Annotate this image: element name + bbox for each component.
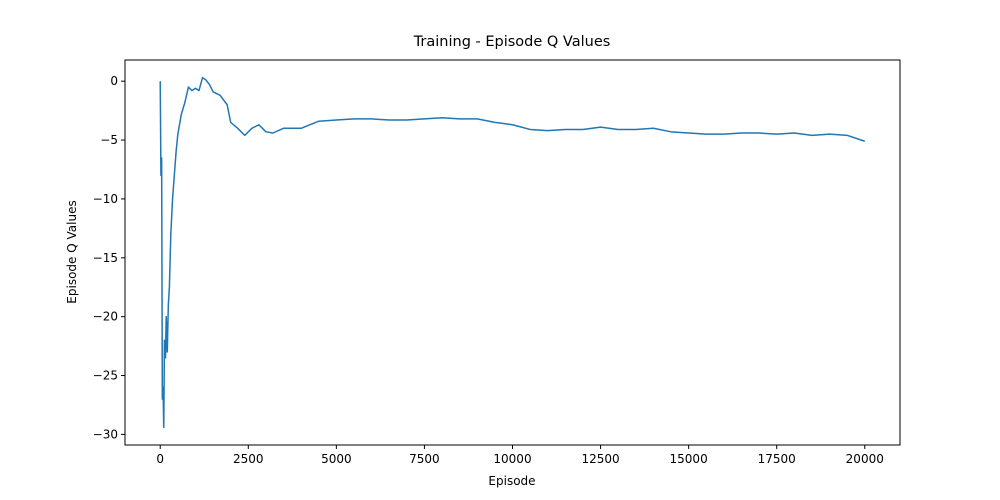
y-tick-label: 0 [110,74,118,88]
x-tick-label: 7500 [409,452,440,466]
y-tick-label: −20 [93,310,118,324]
y-tick-label: −25 [93,369,118,383]
y-tick-label: −10 [93,192,118,206]
x-tick-label: 12500 [581,452,619,466]
y-tick-label: −30 [93,427,118,441]
x-tick-label: 5000 [321,452,352,466]
y-axis-label: Episode Q Values [65,200,79,303]
x-tick-label: 20000 [846,452,884,466]
x-tick-label: 2500 [233,452,264,466]
y-tick-label: −15 [93,251,118,265]
x-tick-label: 0 [156,452,164,466]
x-tick-label: 17500 [758,452,796,466]
plot-frame [124,59,901,446]
chart-title: Training - Episode Q Values [413,34,611,50]
x-tick-label: 15000 [670,452,708,466]
x-tick-label: 10000 [493,452,531,466]
y-tick-label: −5 [100,133,118,147]
x-axis-label: Episode [488,474,535,488]
data-line [159,76,866,429]
